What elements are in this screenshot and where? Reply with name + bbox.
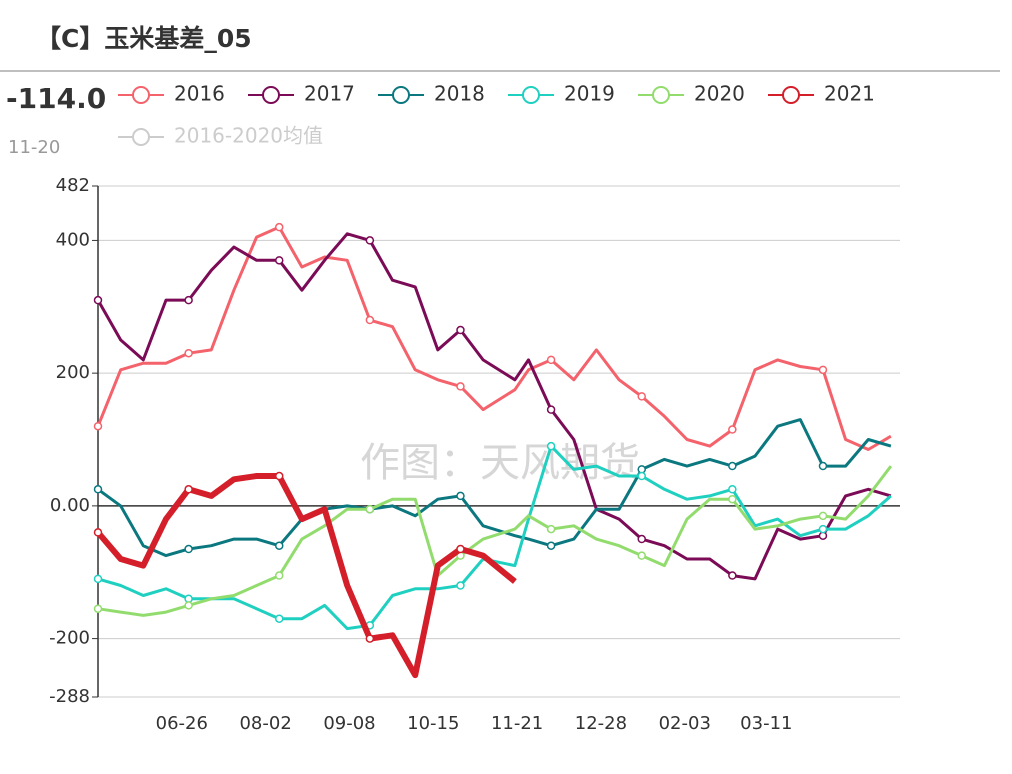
series-line — [95, 473, 517, 679]
point-marker — [818, 524, 828, 534]
series-line — [97, 444, 892, 631]
x-tick-label: 08-02 — [239, 713, 291, 734]
point-marker — [184, 348, 193, 358]
x-tick-label: 11-21 — [491, 713, 543, 734]
point-marker — [637, 471, 646, 481]
point-marker — [728, 461, 737, 471]
watermark: 作图：天风期货 — [360, 440, 640, 486]
point-marker — [546, 405, 556, 414]
latest-value: -114.0 — [6, 82, 106, 115]
point-marker — [274, 256, 284, 265]
point-marker — [274, 222, 284, 232]
chart-title: 【C】玉米基差_05 — [36, 24, 252, 53]
point-marker — [274, 614, 284, 623]
point-marker — [546, 541, 556, 550]
point-marker — [728, 425, 737, 434]
legend-label: 2016-2020均值 — [174, 124, 323, 148]
point-marker — [728, 485, 737, 494]
point-marker — [93, 295, 103, 305]
legend-symbol — [262, 86, 280, 104]
point-marker — [93, 604, 103, 613]
y-tick-label: 482 — [56, 175, 90, 196]
point-marker — [274, 541, 284, 550]
y-tick-label: -288 — [49, 686, 90, 707]
x-tick-label: 12-28 — [575, 713, 627, 734]
point-marker — [456, 325, 465, 335]
point-marker — [184, 601, 193, 610]
x-tick-label: 10-15 — [407, 713, 459, 734]
point-marker — [365, 634, 375, 643]
x-tick-label: 03-11 — [740, 713, 792, 734]
legend-symbol — [392, 86, 410, 104]
legend-symbol — [132, 86, 150, 104]
point-marker — [818, 461, 828, 471]
point-marker — [818, 365, 828, 375]
point-marker — [546, 524, 556, 534]
point-marker — [184, 295, 193, 305]
legend-symbol — [782, 86, 800, 104]
y-tick-label: 0.00 — [50, 495, 90, 516]
point-marker — [728, 494, 737, 504]
point-marker — [365, 504, 375, 514]
series-line — [96, 232, 892, 581]
point-marker — [274, 571, 284, 580]
y-tick-label: 200 — [56, 362, 90, 383]
legend-label: 2018 — [434, 82, 485, 106]
point-marker — [637, 392, 646, 401]
legend-label: 2021 — [824, 82, 875, 106]
point-marker — [184, 544, 193, 554]
point-marker — [456, 491, 465, 501]
legend-symbol — [652, 86, 670, 104]
point-marker — [637, 534, 646, 544]
series-line — [96, 225, 892, 451]
point-marker — [818, 511, 828, 521]
legend-label: 2019 — [564, 82, 615, 106]
point-marker — [274, 471, 284, 481]
point-marker — [456, 581, 465, 590]
legend-symbol — [522, 86, 540, 104]
legend-label: 2020 — [694, 82, 745, 106]
point-marker — [637, 551, 646, 560]
point-marker — [546, 355, 556, 365]
y-tick-label: -200 — [49, 628, 90, 649]
point-marker — [365, 236, 375, 245]
legend-label: 2017 — [304, 82, 355, 106]
point-marker — [184, 485, 193, 494]
x-tick-label: 09-08 — [323, 713, 375, 734]
point-marker — [365, 315, 375, 325]
point-marker — [456, 382, 465, 391]
legend-label: 2016 — [174, 82, 225, 106]
latest-date: 11-20 — [8, 137, 60, 158]
point-marker — [93, 528, 103, 537]
point-marker — [93, 574, 103, 584]
point-marker — [93, 421, 103, 431]
series-line — [97, 465, 893, 617]
point-marker — [93, 485, 103, 494]
legend-symbol — [132, 128, 150, 146]
point-marker — [456, 544, 465, 554]
x-tick-label: 02-03 — [659, 713, 711, 734]
series-line — [97, 418, 892, 558]
x-tick-label: 06-26 — [156, 713, 208, 734]
y-tick-label: 400 — [56, 229, 90, 250]
point-marker — [728, 571, 737, 580]
point-marker — [546, 441, 556, 451]
